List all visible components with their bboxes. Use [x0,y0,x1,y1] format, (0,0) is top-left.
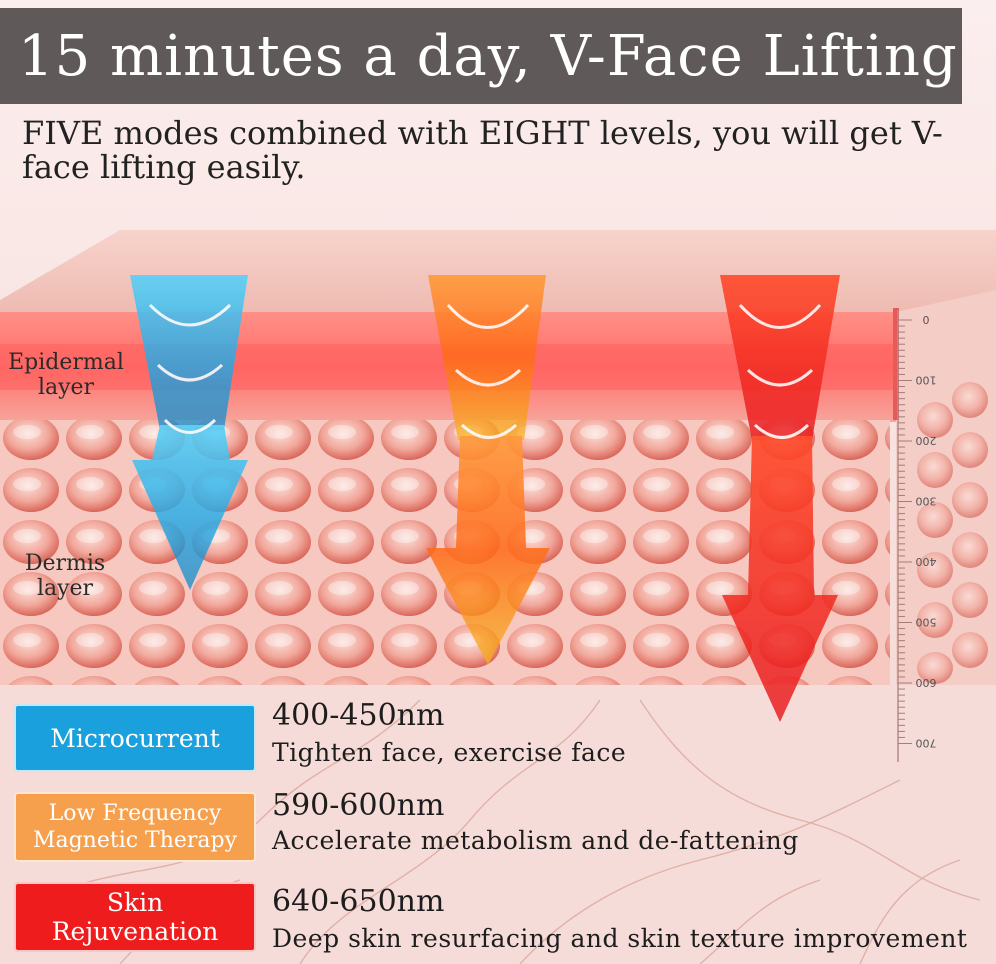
wavelength-microcurrent: 400-450nm [272,698,445,733]
mode-badge-magnetic-therapy: Low Frequency Magnetic Therapy [14,792,256,862]
mode-badge-skin-rejuvenation: Skin Rejuvenation [14,882,256,952]
dermis-layer-label: Dermis layer [24,551,106,601]
mode-badge-microcurrent: Microcurrent [14,704,256,772]
page-title: 15 minutes a day, V-Face Lifting [0,8,962,104]
depth-scale-label: 500 [916,616,937,629]
description-magnetic-therapy: Accelerate metabolism and de-fattening [272,826,799,855]
wavelength-skin-rejuvenation: 640-650nm [272,884,445,919]
page-subtitle: FIVE modes combined with EIGHT levels, y… [22,114,943,186]
depth-scale-label: 700 [916,737,937,750]
magnetic-therapy-beam [426,275,550,665]
depth-ruler: 0 100 200 300 400 500 600 700 [893,308,937,762]
description-microcurrent: Tighten face, exercise face [272,738,627,767]
description-skin-rejuvenation: Deep skin resurfacing and skin texture i… [272,924,968,953]
epidermal-layer-label: Epidermal layer [8,350,124,400]
wavelength-magnetic-therapy: 590-600nm [272,788,445,823]
depth-scale-label: 0 [923,314,930,327]
depth-scale-label: 300 [916,495,937,508]
depth-scale-label: 100 [916,374,937,387]
depth-scale-label: 200 [916,434,937,447]
depth-scale-label: 600 [916,676,937,689]
skin-rejuvenation-beam [720,275,840,722]
depth-scale-label: 400 [916,555,937,568]
microcurrent-beam [130,275,248,590]
